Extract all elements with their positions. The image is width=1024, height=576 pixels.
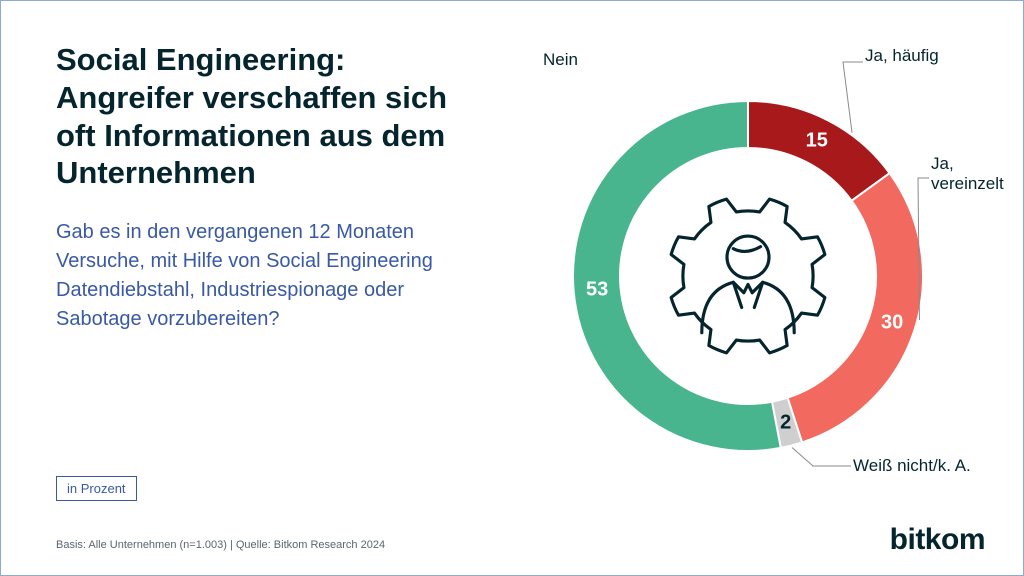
leader-line xyxy=(843,62,863,133)
donut-segment xyxy=(573,101,781,451)
person-gear-icon xyxy=(671,199,825,353)
segment-value: 15 xyxy=(806,130,828,153)
segment-label: Weiß nicht/k. A. xyxy=(853,456,971,476)
chart-title: Social Engineering: Angreifer verschaffe… xyxy=(56,41,476,192)
segment-value: 2 xyxy=(780,411,791,434)
leader-line xyxy=(792,447,851,466)
segment-label: Nein xyxy=(543,50,578,70)
segment-label: Ja, häufig xyxy=(865,46,939,66)
segment-value: 53 xyxy=(586,279,608,302)
donut-segment xyxy=(788,173,923,442)
segment-value: 30 xyxy=(881,311,903,334)
donut-chart: 15Ja, häufig30Ja,vereinzelt2Weiß nicht/k… xyxy=(513,36,983,496)
text-block: Social Engineering: Angreifer verschaffe… xyxy=(56,41,476,334)
basis-line: Basis: Alle Unternehmen (n=1.003) | Quel… xyxy=(56,539,385,551)
segment-label: Ja,vereinzelt xyxy=(931,154,1004,195)
unit-badge: in Prozent xyxy=(56,476,137,501)
bitkom-logo: bitkom xyxy=(890,523,985,557)
chart-question: Gab es in den vergangenen 12 Monaten Ver… xyxy=(56,218,476,334)
infographic-frame: Social Engineering: Angreifer verschaffe… xyxy=(0,0,1024,576)
